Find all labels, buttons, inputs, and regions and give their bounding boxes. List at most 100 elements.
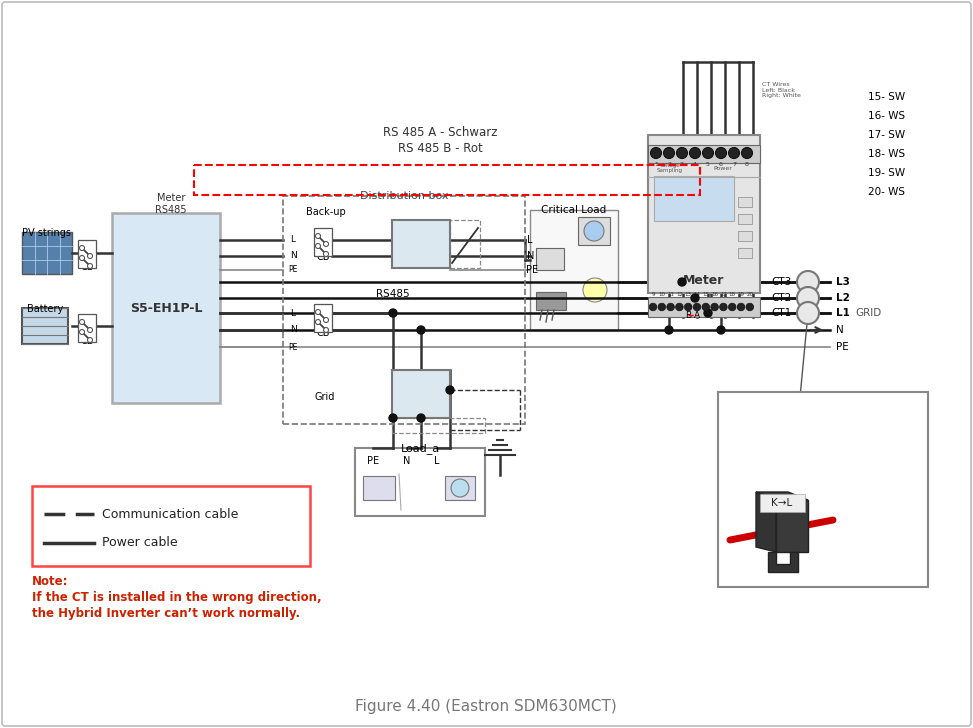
Circle shape [315, 243, 320, 248]
Bar [654, 176, 734, 221]
Text: 18- WS: 18- WS [868, 149, 905, 159]
Circle shape [704, 309, 712, 317]
Bar [78, 240, 96, 268]
Bar [648, 135, 760, 293]
Text: CT1: CT1 [772, 308, 792, 318]
Text: Load_a: Load_a [400, 443, 440, 454]
Circle shape [667, 303, 674, 311]
Text: 19- SW: 19- SW [868, 168, 905, 178]
Circle shape [711, 303, 718, 311]
Text: Figure 4.40 (Eastron SDM630MCT): Figure 4.40 (Eastron SDM630MCT) [355, 698, 617, 713]
Circle shape [323, 251, 329, 256]
Text: 3: 3 [680, 162, 684, 167]
Circle shape [691, 294, 699, 302]
Text: 14: 14 [694, 293, 701, 298]
Text: N: N [290, 251, 297, 261]
Text: 19: 19 [738, 293, 744, 298]
Circle shape [315, 234, 320, 239]
Bar [22, 308, 68, 344]
Circle shape [80, 256, 85, 261]
Text: 12: 12 [676, 293, 683, 298]
Text: A: A [694, 311, 700, 320]
Text: RCD: RCD [407, 237, 436, 250]
Circle shape [693, 303, 701, 311]
Text: PE: PE [526, 265, 538, 275]
Circle shape [417, 326, 425, 334]
Text: PE: PE [836, 342, 848, 352]
Text: 1: 1 [654, 162, 658, 167]
Text: If the CT is installed in the wrong direction,: If the CT is installed in the wrong dire… [32, 591, 322, 604]
Text: CT direction: CT direction [789, 409, 856, 419]
Circle shape [323, 328, 329, 333]
Bar [536, 292, 566, 310]
Circle shape [315, 309, 320, 314]
Text: Battery: Battery [27, 304, 63, 314]
Circle shape [80, 245, 85, 250]
Text: S5-EH1P-L: S5-EH1P-L [129, 301, 202, 314]
Bar [392, 370, 450, 418]
Circle shape [389, 414, 397, 422]
Circle shape [797, 287, 819, 309]
Bar [648, 145, 760, 163]
Circle shape [715, 148, 727, 159]
Text: CT Wires
Left: Black
Right: White: CT Wires Left: Black Right: White [762, 82, 801, 98]
Text: 9: 9 [651, 293, 655, 298]
Text: 20: 20 [746, 293, 753, 298]
Circle shape [323, 317, 329, 323]
Text: 2: 2 [667, 162, 671, 167]
Text: Netz: Netz [882, 535, 920, 553]
Text: K→L: K→L [772, 498, 793, 508]
Text: L1: L1 [836, 308, 849, 318]
Polygon shape [756, 492, 776, 552]
Text: 16: 16 [711, 293, 718, 298]
Text: 5: 5 [706, 162, 710, 167]
Text: CB: CB [80, 262, 93, 272]
Text: PE: PE [367, 456, 379, 466]
Circle shape [417, 414, 425, 422]
Text: CB: CB [80, 336, 93, 346]
Bar [32, 486, 310, 566]
Text: RS485: RS485 [156, 205, 187, 215]
Text: Voltage
Sampling: Voltage Sampling [657, 162, 683, 173]
Text: L3: L3 [836, 277, 849, 287]
Text: L2: L2 [836, 293, 849, 303]
Bar [314, 228, 332, 256]
Circle shape [649, 303, 657, 311]
Bar [355, 448, 485, 516]
Circle shape [583, 278, 607, 302]
Text: 11: 11 [667, 293, 674, 298]
Bar [648, 297, 760, 317]
Text: Note:: Note: [32, 575, 68, 588]
Bar [738, 197, 752, 207]
Text: 13: 13 [685, 293, 692, 298]
Circle shape [797, 302, 819, 324]
Circle shape [684, 303, 692, 311]
Bar [392, 220, 450, 268]
Circle shape [446, 386, 454, 394]
Text: N: N [836, 325, 844, 335]
Bar [78, 314, 96, 342]
Circle shape [746, 303, 754, 311]
Circle shape [717, 326, 725, 334]
Text: PE: PE [288, 266, 298, 274]
Text: Meter: Meter [683, 274, 725, 288]
Text: 8: 8 [745, 162, 749, 167]
Bar [363, 476, 395, 500]
Bar [760, 494, 805, 512]
Polygon shape [768, 552, 798, 572]
Text: CT2: CT2 [772, 293, 792, 303]
Circle shape [664, 148, 674, 159]
Text: RS485: RS485 [377, 289, 410, 299]
Circle shape [729, 303, 736, 311]
Text: GRID: GRID [855, 308, 882, 318]
Circle shape [389, 309, 397, 317]
Text: Distribution box: Distribution box [360, 191, 449, 201]
Bar [738, 214, 752, 224]
Bar [22, 232, 72, 274]
Text: RS 485 B - Rot: RS 485 B - Rot [398, 141, 483, 154]
Text: Critical Load: Critical Load [541, 205, 606, 215]
Text: towards to grid: towards to grid [780, 397, 865, 407]
Circle shape [738, 303, 744, 311]
Text: CT3: CT3 [772, 277, 792, 287]
Bar [738, 248, 752, 258]
